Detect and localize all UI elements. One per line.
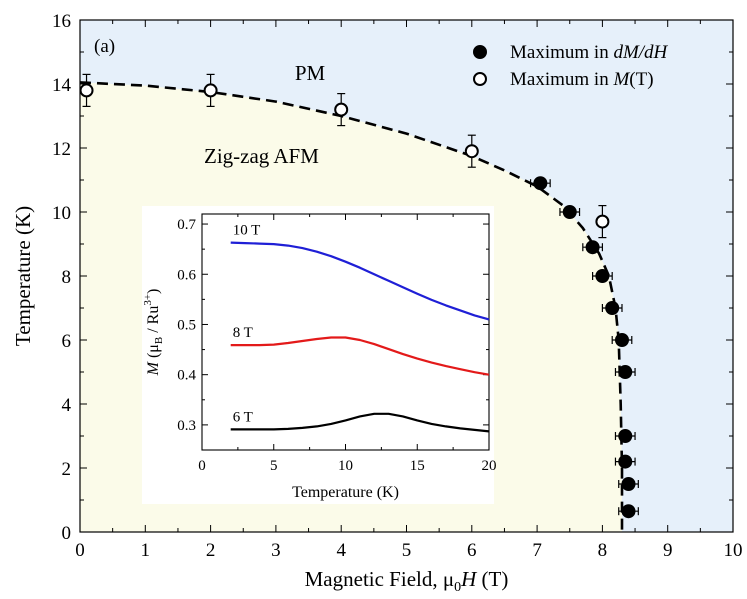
- y-tick-label: 14: [52, 75, 72, 96]
- y-tick-label: 8: [62, 267, 72, 288]
- pm-region-label: PM: [295, 61, 326, 85]
- filled-marker: [618, 365, 633, 379]
- afm-region-label: Zig-zag AFM: [204, 144, 319, 168]
- dmdh-data-point: [592, 269, 613, 283]
- dmdh-data-point: [601, 301, 623, 315]
- inset-y-axis-label: M (μB / Ru3+): [142, 289, 165, 377]
- inset-curve-6t: [230, 412, 490, 433]
- open-marker: [203, 83, 218, 98]
- x-tick-label: 3: [271, 540, 281, 561]
- filled-marker: [605, 301, 620, 315]
- legend-entry-italic: M: [612, 69, 630, 90]
- y-tick-label: 4: [62, 395, 72, 416]
- filled-marker: [533, 176, 548, 191]
- legend-entry-suffix: (T): [629, 69, 653, 90]
- inset-curve-label: 8 T: [233, 325, 253, 341]
- filled-marker: [585, 240, 600, 255]
- inset-plot: 0 5 10 15 20 0.3 0.4 0.5 0.6 0.7 Temperature (K) M …: [142, 206, 497, 504]
- x-axis-label-variable: H: [460, 567, 478, 591]
- mt-data-point: [464, 134, 479, 168]
- x-tick-label: 10: [724, 540, 743, 561]
- y-tick-label: 16: [52, 11, 71, 32]
- inset-curve-8t: [230, 336, 490, 376]
- filled-marker: [618, 429, 633, 443]
- y-tick-label: 10: [52, 203, 71, 224]
- inset-y-label-close: ): [145, 289, 162, 294]
- phase-boundary-line: [79, 81, 624, 532]
- inset-y-label-variable: M: [145, 360, 162, 376]
- y-tick-label: 2: [62, 459, 72, 480]
- mt-data-point: [79, 73, 94, 108]
- inset-x-tick-label: 10: [338, 458, 353, 474]
- dmdh-data-point: [614, 454, 636, 469]
- x-tick-label: 7: [532, 540, 542, 561]
- legend-marker: [473, 45, 487, 59]
- legend-entry: Maximum in M(T): [510, 69, 654, 90]
- x-axis-label-main: Magnetic Field, μ: [305, 567, 454, 591]
- y-tick-label: 12: [52, 139, 71, 160]
- x-axis-label-subscript: 0: [454, 580, 461, 595]
- x-axis-label-unit: (T): [476, 567, 508, 591]
- open-marker: [79, 83, 94, 98]
- y-tick-label: 0: [62, 523, 72, 544]
- inset-y-tick-label: 0.7: [177, 217, 196, 233]
- inset-x-axis-label: Temperature (K): [292, 484, 399, 501]
- filled-marker: [595, 269, 610, 283]
- dmdh-data-point: [618, 504, 639, 519]
- inset-y-tick-label: 0.5: [177, 317, 196, 333]
- inset-curve-label: 10 T: [233, 223, 261, 239]
- open-marker: [334, 102, 349, 117]
- x-tick-label: 9: [663, 540, 673, 561]
- inset-y-label-mid: / Ru: [145, 306, 162, 337]
- dmdh-data-point: [529, 176, 551, 191]
- dmdh-data-point: [614, 429, 636, 443]
- inset-background: [142, 206, 494, 504]
- filled-marker: [621, 477, 636, 491]
- filled-marker: [618, 454, 633, 469]
- x-tick-label: 6: [467, 540, 477, 561]
- mt-data-point: [203, 73, 218, 108]
- legend-entry: Maximum in dM/dH: [510, 42, 669, 63]
- legend-entry-italic: dM/dH: [613, 42, 668, 63]
- inset-y-label-subscript: B: [153, 337, 165, 344]
- x-tick-label: 5: [402, 540, 412, 561]
- inset-y-label-superscript: 3+: [142, 294, 154, 306]
- inset-x-tick-label: 20: [482, 458, 497, 474]
- dmdh-data-point: [559, 205, 581, 219]
- inset-curve-10t: [230, 241, 490, 321]
- x-tick-label: 8: [598, 540, 608, 561]
- x-tick-label: 2: [206, 540, 216, 561]
- open-marker: [595, 214, 610, 229]
- dmdh-data-point: [618, 477, 639, 491]
- x-tick-label: 1: [141, 540, 151, 561]
- filled-marker: [621, 504, 636, 519]
- x-axis-label: Magnetic Field, μ0H (T): [305, 567, 509, 595]
- filled-marker: [614, 333, 629, 347]
- dmdh-data-point: [582, 240, 604, 255]
- inset-y-tick-label: 0.6: [177, 267, 196, 283]
- legend-entry-prefix: Maximum in: [510, 69, 613, 90]
- x-tick-label: 4: [336, 540, 346, 561]
- inset-x-tick-label: 0: [198, 458, 206, 474]
- mt-data-point: [334, 92, 349, 127]
- inset-y-tick-label: 0.3: [177, 418, 196, 434]
- legend-marker: [473, 72, 487, 86]
- inset-curve-label: 6 T: [233, 409, 253, 425]
- y-tick-label: 6: [62, 331, 72, 352]
- dmdh-data-point: [614, 365, 636, 379]
- x-tick-label: 0: [75, 540, 85, 561]
- mt-data-point: [595, 205, 610, 239]
- inset-y-label-open: (μ: [145, 344, 162, 362]
- inset-x-tick-label: 5: [270, 458, 278, 474]
- inset-x-tick-label: 15: [410, 458, 425, 474]
- panel-label: (a): [94, 36, 115, 57]
- filled-marker: [562, 205, 577, 219]
- inset-y-tick-label: 0.4: [177, 368, 196, 384]
- open-marker: [464, 144, 479, 159]
- dmdh-data-point: [611, 333, 633, 347]
- legend-entry-prefix: Maximum in: [510, 42, 613, 63]
- y-axis-label: Temperature (K): [11, 206, 35, 346]
